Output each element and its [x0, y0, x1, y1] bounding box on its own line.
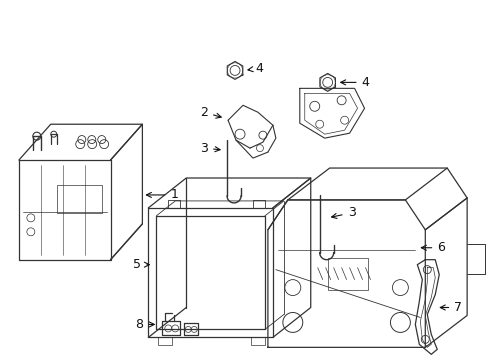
Text: 1: 1 — [147, 188, 178, 202]
Bar — [57, 185, 101, 213]
Bar — [328, 258, 368, 289]
Text: 3: 3 — [200, 141, 220, 155]
Text: 7: 7 — [441, 301, 462, 314]
Text: 6: 6 — [421, 241, 445, 254]
Text: 3: 3 — [332, 206, 355, 219]
Text: 4: 4 — [248, 62, 263, 75]
Text: 2: 2 — [200, 106, 221, 119]
Text: 5: 5 — [133, 258, 149, 271]
Text: 4: 4 — [341, 76, 369, 89]
Text: 8: 8 — [135, 318, 154, 331]
